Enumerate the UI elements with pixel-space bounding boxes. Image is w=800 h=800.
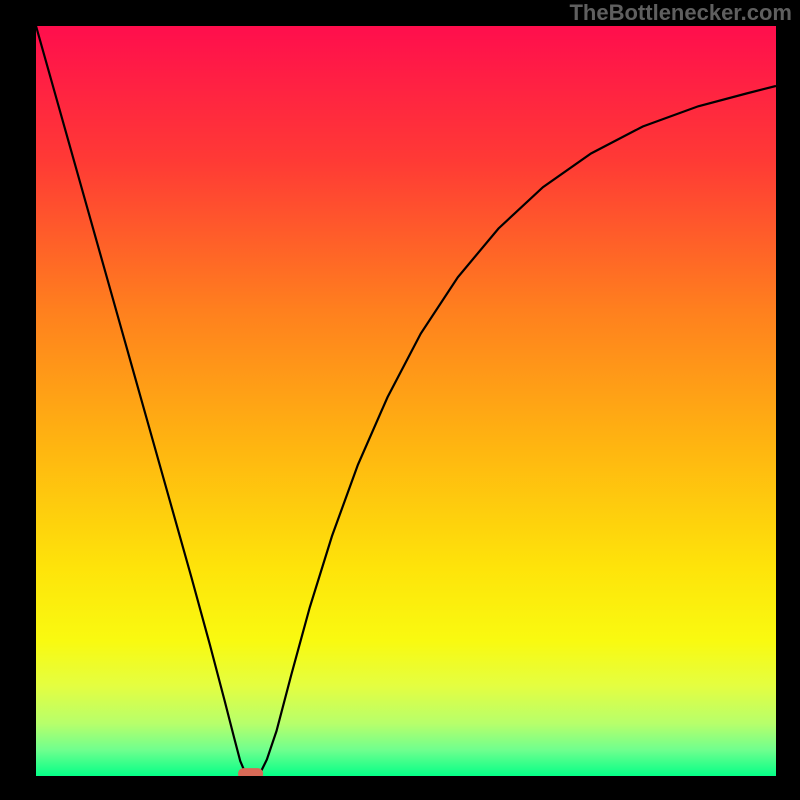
chart-svg	[36, 26, 776, 776]
chart-background	[36, 26, 776, 776]
optimum-marker	[238, 768, 263, 776]
chart-frame: TheBottlenecker.com	[0, 0, 800, 800]
watermark-text: TheBottlenecker.com	[569, 0, 792, 26]
plot-area	[36, 26, 776, 776]
